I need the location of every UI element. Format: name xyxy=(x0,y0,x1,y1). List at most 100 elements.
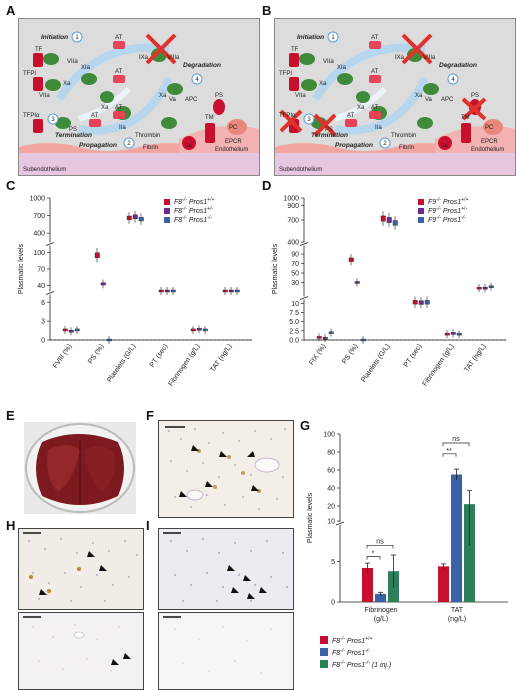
svg-text:Va: Va xyxy=(169,97,177,103)
axis-break-mark xyxy=(299,296,309,300)
histology-f xyxy=(158,420,294,518)
x-tick-label: PS (%) xyxy=(87,343,105,365)
svg-text:XIa: XIa xyxy=(81,65,91,71)
y-tick-label: 900 xyxy=(287,203,299,210)
y-tick-label: 700 xyxy=(287,218,299,225)
bar-0 xyxy=(362,567,373,602)
svg-text:EPCR: EPCR xyxy=(225,139,242,145)
legend-entry: F8-/- Pros1-/- xyxy=(174,215,212,224)
svg-text:IIa: IIa xyxy=(375,125,382,131)
svg-text:Xa: Xa xyxy=(415,93,423,99)
y-tick-label: 70 xyxy=(37,267,45,274)
svg-text:TM: TM xyxy=(461,115,470,121)
coagulation-schematic-a: 1 2 3 4 Initiation Degradation Terminati… xyxy=(18,18,260,176)
x-tick-label: PT (sec) xyxy=(149,343,170,369)
step-4: 4 xyxy=(195,77,199,83)
axis-break xyxy=(47,291,55,295)
x-tick-label: PT (sec) xyxy=(403,343,424,369)
svg-text:IXa: IXa xyxy=(139,55,149,61)
x-tick-label: TAT xyxy=(451,607,464,614)
box-1 xyxy=(164,289,170,293)
box-1 xyxy=(132,214,138,219)
svg-text:IIa: IIa xyxy=(185,143,192,149)
degradation-label: Degradation xyxy=(183,62,221,69)
subendothelium-label: Subendothelium xyxy=(23,167,66,173)
step-2: 2 xyxy=(127,141,131,147)
sig-label: ns xyxy=(452,436,460,443)
svg-text:PS: PS xyxy=(69,127,77,133)
svg-text:3: 3 xyxy=(307,117,311,123)
endothelium-label: Endothelium xyxy=(215,147,248,153)
legend-entry: F8-/- Pros1-/- (1 inj.) xyxy=(332,660,391,669)
sig-bracket xyxy=(442,453,457,457)
svg-text:AT: AT xyxy=(347,113,355,119)
y-tick-label: 0 xyxy=(331,600,335,607)
chart-d: 0.0 2.5 5.0 7.5 10 30 50 70 90 400 700 900 1000 Plasm… xyxy=(268,190,516,405)
histology-h-top xyxy=(18,528,144,610)
y-tick-label: 0 xyxy=(41,338,45,345)
box-0 xyxy=(158,289,164,293)
svg-text:TFPIα: TFPIα xyxy=(23,113,40,119)
svg-text:Xa: Xa xyxy=(63,81,71,87)
svg-text:Thrombin: Thrombin xyxy=(391,133,416,139)
box-0 xyxy=(476,286,482,290)
box-0 xyxy=(190,328,196,332)
svg-text:Fibrin: Fibrin xyxy=(399,145,414,151)
x-tick-label: Platelets (G/L) xyxy=(360,343,391,384)
x-tick-label: PS (%) xyxy=(341,343,359,365)
axis-break xyxy=(47,242,55,246)
axis-break xyxy=(301,296,309,300)
y-tick-label: 1000 xyxy=(283,196,299,203)
svg-text:AT: AT xyxy=(371,105,379,111)
box-2 xyxy=(424,300,430,305)
legend-entry: F8-/- Pros1+/- xyxy=(174,206,213,215)
svg-text:2: 2 xyxy=(383,141,387,147)
legend-swatch xyxy=(164,217,170,223)
bar-1 xyxy=(375,593,386,602)
initiation-label: Initiation xyxy=(41,34,68,41)
panel-letter-c: C xyxy=(6,178,16,193)
svg-text:Termination: Termination xyxy=(311,132,348,139)
box-0 xyxy=(412,300,418,305)
legend-entry: F8-/- Pros1+/+ xyxy=(332,636,372,645)
axis-break-mark xyxy=(45,291,55,295)
svg-text:AT: AT xyxy=(115,69,123,75)
bar-0 xyxy=(438,566,449,602)
box-2 xyxy=(138,217,144,222)
box-0 xyxy=(380,215,386,222)
svg-text:TFPI: TFPI xyxy=(23,71,36,77)
svg-text:PS: PS xyxy=(215,93,223,99)
box-2 xyxy=(106,338,112,342)
legend-entry: F9-/- Pros1+/- xyxy=(428,206,467,215)
box-1 xyxy=(322,336,328,340)
panel-letter-i: I xyxy=(146,518,150,533)
box-0 xyxy=(444,332,450,336)
svg-text:VIIa: VIIa xyxy=(295,93,306,99)
legend-swatch xyxy=(320,636,328,644)
step-3: 3 xyxy=(51,117,55,123)
legend-entry: F8-/- Pros1+/+ xyxy=(174,197,214,206)
y-tick-label: 10 xyxy=(327,519,335,526)
y-tick-label: 70 xyxy=(291,261,299,268)
svg-text:Fibrin: Fibrin xyxy=(143,145,158,151)
box-1 xyxy=(196,328,202,331)
termination-label: Termination xyxy=(55,132,92,139)
svg-text:VIIa: VIIa xyxy=(323,59,334,65)
axis-break-mark xyxy=(299,242,309,246)
box-2 xyxy=(360,338,366,342)
panel-letter-b: B xyxy=(262,3,272,18)
x-tick-label: TAT (ng/L) xyxy=(463,343,487,373)
box-0 xyxy=(126,215,132,221)
svg-text:Propagation: Propagation xyxy=(335,142,373,149)
y-axis-label: Plasmatic levels xyxy=(272,243,279,294)
legend-swatch xyxy=(418,217,424,223)
svg-text:APC: APC xyxy=(185,97,198,103)
y-tick-label: 2.5 xyxy=(289,328,299,335)
svg-text:VIIIa: VIIIa xyxy=(167,55,180,61)
x-tick-label: Fibrinogen xyxy=(364,607,397,614)
legend-swatch xyxy=(320,648,328,656)
svg-text:TM: TM xyxy=(205,115,214,121)
svg-text:AT: AT xyxy=(115,35,123,41)
y-tick-label: 30 xyxy=(291,280,299,287)
svg-text:IXa: IXa xyxy=(395,55,405,61)
